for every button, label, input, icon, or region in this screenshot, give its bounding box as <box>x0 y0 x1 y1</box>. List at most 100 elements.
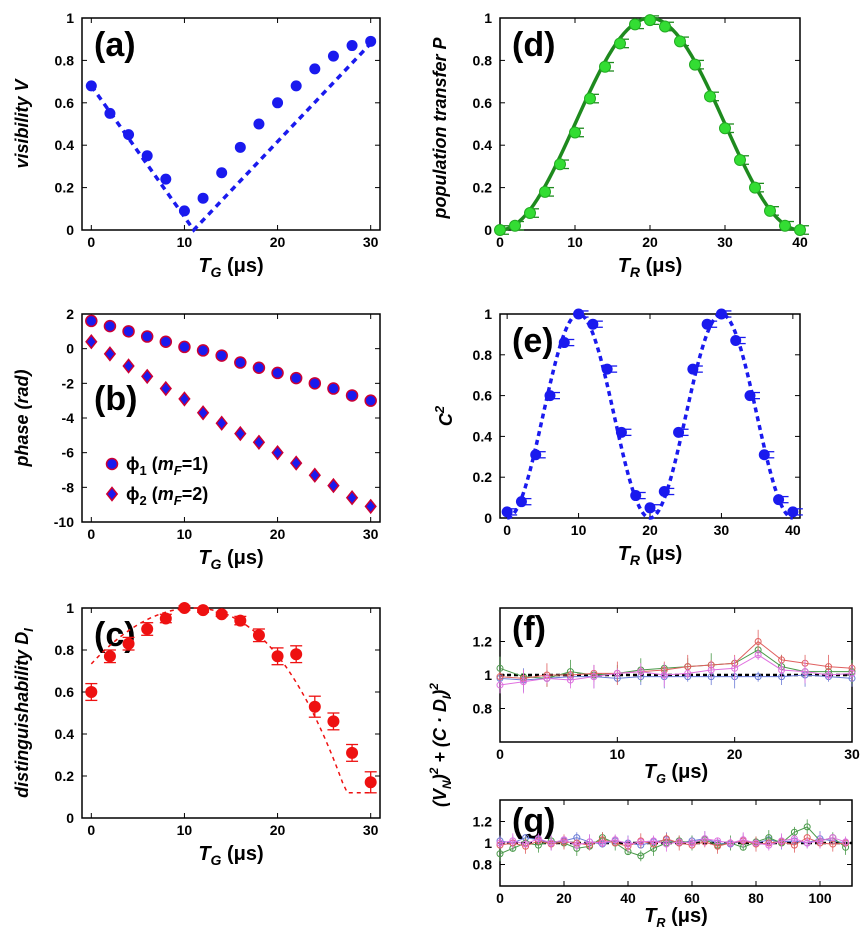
data-point-phi2 <box>159 380 172 397</box>
data-point-phi2 <box>85 334 98 350</box>
data-point <box>779 219 791 232</box>
data-point <box>122 637 135 650</box>
data-point-phi1 <box>308 377 322 390</box>
data-point <box>715 308 727 320</box>
fit-line <box>506 312 794 520</box>
data-point <box>197 604 210 617</box>
data-point-pink <box>573 841 581 849</box>
y-tick-label: 0.4 <box>473 137 493 153</box>
data-point <box>701 318 713 330</box>
data-point <box>587 318 599 330</box>
panel-a: 0 10 20 30 0 0.2 0.4 0.6 0.8 1 TG (μs) (a) visibilit… <box>12 10 381 280</box>
data-point <box>216 167 228 179</box>
panel-e: 0 10 20 30 40 0 0.2 0.4 0.6 0.8 1 TR (μs) (e) C2 <box>432 306 803 568</box>
data-point <box>730 335 742 347</box>
x-tick-label: 0 <box>87 526 95 542</box>
y-tick-label: 0.8 <box>55 52 75 68</box>
legend-marker-phi2 <box>105 486 119 502</box>
panel-label: (g) <box>512 802 555 840</box>
data-point <box>160 173 172 185</box>
data-point-pink <box>829 834 837 842</box>
data-point-phi1 <box>271 366 284 380</box>
x-tick-label: 0 <box>503 522 511 538</box>
data-point-phi1 <box>196 344 210 357</box>
x-tick-label: 10 <box>567 234 583 250</box>
data-point-phi2 <box>364 498 377 515</box>
data-point-pink <box>624 840 632 848</box>
data-point-phi2 <box>290 455 303 471</box>
data-point <box>494 224 506 236</box>
panel-label: (a) <box>94 26 136 64</box>
data-point <box>365 35 377 47</box>
data-point <box>103 650 116 663</box>
y-tick-label: 0.2 <box>473 469 493 485</box>
data-point-phi2 <box>308 467 321 483</box>
y-axis-label: phase (rad) <box>12 369 32 467</box>
x-tick-label: 30 <box>717 234 733 250</box>
y-tick-label: 0.8 <box>473 701 493 717</box>
data-point-pink <box>590 673 598 681</box>
plot-frame <box>81 17 381 231</box>
y-tick-label: 0.8 <box>473 52 493 68</box>
x-tick-label: 0 <box>496 234 504 250</box>
data-point-pink <box>754 651 762 659</box>
data-point-phi1 <box>159 335 173 348</box>
data-point <box>178 205 190 217</box>
panel-g: 0 20 40 60 80 100 0.8 1 1.2 TR (μs) (g) <box>473 799 853 930</box>
data-point-pink <box>739 836 747 844</box>
data-point <box>197 192 209 204</box>
data-point <box>658 485 670 497</box>
data-point-phi2 <box>141 368 154 385</box>
x-tick-label: 100 <box>808 890 832 906</box>
series-line-red <box>499 640 853 679</box>
data-point-pink <box>842 838 850 846</box>
data-point <box>272 97 284 109</box>
data-point <box>234 614 247 627</box>
data-point-pink <box>613 669 621 677</box>
data-point <box>85 80 97 92</box>
data-point <box>659 20 671 33</box>
y-tick-label: 0.6 <box>473 95 493 111</box>
data-point <box>687 363 699 375</box>
y-tick-label: 0.8 <box>473 857 493 873</box>
y-tick-label: 1 <box>484 835 492 851</box>
data-point <box>573 308 585 320</box>
data-point-phi1 <box>234 356 247 369</box>
y-tick-label: 0.2 <box>55 180 75 196</box>
data-point <box>794 224 806 236</box>
data-point-phi1 <box>215 349 228 362</box>
y-tick-label: 1 <box>66 600 74 616</box>
data-point-blue <box>754 673 762 681</box>
x-tick-label: 0 <box>87 822 95 838</box>
x-tick-label: 20 <box>727 746 743 762</box>
data-point <box>364 776 377 789</box>
data-point-pink <box>560 836 568 844</box>
x-tick-label: 20 <box>556 890 572 906</box>
series-line-green <box>499 826 846 857</box>
data-point <box>509 219 521 232</box>
data-point <box>501 506 513 518</box>
data-point <box>719 122 731 135</box>
data-point-phi1 <box>364 394 377 407</box>
x-tick-label: 20 <box>642 234 658 250</box>
data-point <box>689 58 701 71</box>
x-axis-label: TG (μs) <box>198 547 263 572</box>
x-tick-label: 10 <box>177 526 193 542</box>
data-point <box>584 92 596 105</box>
y-tick-label: 0 <box>66 341 74 357</box>
data-point-red <box>825 663 833 671</box>
y-tick-label: -2 <box>62 375 75 391</box>
y-tick-label: 0 <box>484 510 492 526</box>
data-point-green <box>496 664 504 672</box>
legend-label-phi2: ϕ2 (mF=2) <box>126 484 208 508</box>
x-tick-label: 30 <box>363 234 379 250</box>
data-point <box>524 207 536 220</box>
y-tick-label: -10 <box>54 514 74 530</box>
y-tick-label: 0.8 <box>473 347 493 363</box>
data-point-phi2 <box>215 415 228 431</box>
y-tick-label: 0.6 <box>55 95 75 111</box>
x-tick-label: 20 <box>642 522 658 538</box>
data-point-pink <box>803 839 811 847</box>
data-point-pink <box>566 676 574 684</box>
data-point <box>734 154 746 167</box>
